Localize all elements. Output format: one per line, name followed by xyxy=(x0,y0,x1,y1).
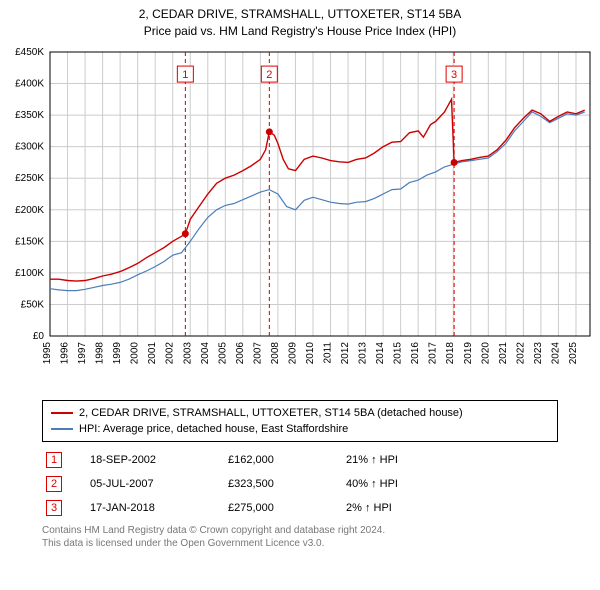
svg-text:2003: 2003 xyxy=(182,341,193,364)
svg-text:2017: 2017 xyxy=(428,341,439,364)
svg-text:2019: 2019 xyxy=(463,341,474,364)
svg-text:2007: 2007 xyxy=(252,341,263,364)
svg-text:2018: 2018 xyxy=(445,341,456,364)
svg-text:2006: 2006 xyxy=(235,341,246,364)
svg-text:1998: 1998 xyxy=(95,341,106,364)
svg-text:£250K: £250K xyxy=(15,173,44,184)
sale-price: £275,000 xyxy=(224,496,342,520)
legend-swatch xyxy=(51,428,73,430)
svg-text:2016: 2016 xyxy=(410,341,421,364)
footer-attribution: Contains HM Land Registry data © Crown c… xyxy=(0,524,600,556)
svg-text:£450K: £450K xyxy=(15,47,44,58)
sale-date: 17-JAN-2018 xyxy=(86,496,224,520)
svg-text:2000: 2000 xyxy=(130,341,141,364)
svg-text:2025: 2025 xyxy=(568,341,579,364)
svg-text:2: 2 xyxy=(266,69,272,81)
svg-text:2020: 2020 xyxy=(480,341,491,364)
svg-text:£300K: £300K xyxy=(15,141,44,152)
sale-marker-icon: 3 xyxy=(46,500,62,516)
svg-text:£400K: £400K xyxy=(15,78,44,89)
legend-swatch xyxy=(51,412,73,414)
legend-label: 2, CEDAR DRIVE, STRAMSHALL, UTTOXETER, S… xyxy=(79,407,463,419)
svg-text:1995: 1995 xyxy=(42,341,53,364)
table-row: 2 05-JUL-2007£323,50040% ↑ HPI xyxy=(42,472,562,496)
svg-text:2011: 2011 xyxy=(323,341,334,363)
svg-text:2013: 2013 xyxy=(358,341,369,364)
svg-text:1: 1 xyxy=(182,69,188,81)
sale-delta: 2% ↑ HPI xyxy=(342,496,562,520)
svg-text:2005: 2005 xyxy=(217,341,228,364)
svg-text:2022: 2022 xyxy=(515,341,526,364)
svg-text:2010: 2010 xyxy=(305,341,316,364)
sales-table: 1 18-SEP-2002£162,00021% ↑ HPI 2 05-JUL-200… xyxy=(42,448,562,520)
svg-text:2008: 2008 xyxy=(270,341,281,364)
sale-delta: 21% ↑ HPI xyxy=(342,448,562,472)
sale-date: 05-JUL-2007 xyxy=(86,472,224,496)
title-subtitle: Price paid vs. HM Land Registry's House … xyxy=(0,23,600,40)
svg-text:£350K: £350K xyxy=(15,110,44,121)
sale-price: £323,500 xyxy=(224,472,342,496)
svg-text:2002: 2002 xyxy=(165,341,176,364)
svg-text:2001: 2001 xyxy=(147,341,158,364)
svg-text:1997: 1997 xyxy=(77,341,88,364)
svg-text:2012: 2012 xyxy=(340,341,351,364)
title-address: 2, CEDAR DRIVE, STRAMSHALL, UTTOXETER, S… xyxy=(0,6,600,23)
svg-text:2023: 2023 xyxy=(533,341,544,364)
svg-text:1999: 1999 xyxy=(112,341,123,364)
footer-line2: This data is licensed under the Open Gov… xyxy=(42,537,558,550)
sale-date: 18-SEP-2002 xyxy=(86,448,224,472)
svg-text:£200K: £200K xyxy=(15,204,44,215)
table-row: 3 17-JAN-2018£275,0002% ↑ HPI xyxy=(42,496,562,520)
svg-text:£0: £0 xyxy=(33,331,45,342)
sale-delta: 40% ↑ HPI xyxy=(342,472,562,496)
chart-titles: 2, CEDAR DRIVE, STRAMSHALL, UTTOXETER, S… xyxy=(0,0,600,44)
svg-text:2024: 2024 xyxy=(550,341,561,364)
table-row: 1 18-SEP-2002£162,00021% ↑ HPI xyxy=(42,448,562,472)
legend-box: 2, CEDAR DRIVE, STRAMSHALL, UTTOXETER, S… xyxy=(42,400,558,442)
footer-line1: Contains HM Land Registry data © Crown c… xyxy=(42,524,558,537)
sale-marker-cell: 2 xyxy=(42,472,86,496)
legend-label: HPI: Average price, detached house, East… xyxy=(79,423,348,435)
svg-text:2021: 2021 xyxy=(498,341,509,364)
svg-text:2004: 2004 xyxy=(200,341,211,364)
svg-text:2009: 2009 xyxy=(287,341,298,364)
svg-text:3: 3 xyxy=(451,69,457,81)
svg-text:1996: 1996 xyxy=(60,341,71,364)
legend-item: HPI: Average price, detached house, East… xyxy=(51,421,549,437)
sale-marker-cell: 3 xyxy=(42,496,86,520)
svg-text:£100K: £100K xyxy=(15,267,44,278)
svg-text:2015: 2015 xyxy=(393,341,404,364)
legend-item: 2, CEDAR DRIVE, STRAMSHALL, UTTOXETER, S… xyxy=(51,405,549,421)
price-chart: £0 £50K £100K £150K £200K £250K £300K £350K £400… xyxy=(0,44,600,394)
svg-text:£50K: £50K xyxy=(21,299,45,310)
sale-marker-cell: 1 xyxy=(42,448,86,472)
svg-text:2014: 2014 xyxy=(375,341,386,364)
svg-text:£150K: £150K xyxy=(15,236,44,247)
sale-marker-icon: 2 xyxy=(46,476,62,492)
sale-price: £162,000 xyxy=(224,448,342,472)
sale-marker-icon: 1 xyxy=(46,452,62,468)
